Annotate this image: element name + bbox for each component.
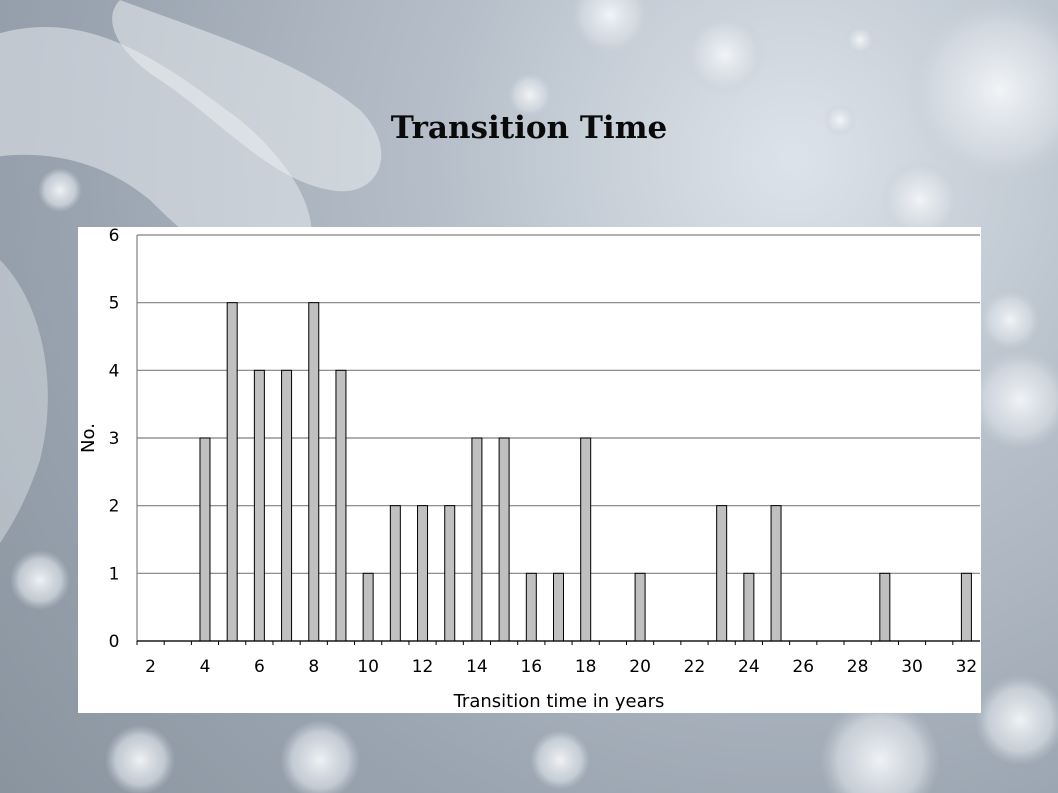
bar — [525, 572, 537, 642]
bar — [716, 505, 728, 642]
y-tick-label: 3 — [109, 429, 120, 449]
x-tick-label: 28 — [847, 657, 869, 677]
bar — [471, 437, 483, 642]
x-tick-label: 18 — [575, 657, 597, 677]
x-tick-label: 24 — [738, 657, 760, 677]
y-tick-label: 0 — [109, 632, 120, 652]
bar — [444, 505, 456, 642]
y-tick-label: 2 — [109, 497, 120, 517]
bar — [634, 572, 646, 642]
x-tick-label: 6 — [254, 657, 265, 677]
x-tick-label: 16 — [520, 657, 542, 677]
x-tick-label: 2 — [145, 657, 156, 677]
y-tick-label: 4 — [109, 361, 120, 381]
x-tick-label: 14 — [466, 657, 488, 677]
bar — [362, 572, 374, 642]
x-tick-label: 32 — [956, 657, 978, 677]
y-tick-label: 6 — [109, 227, 120, 246]
x-axis-title: Transition time in years — [453, 691, 665, 712]
bar — [226, 302, 238, 642]
x-tick-label: 12 — [412, 657, 434, 677]
y-tick-label: 5 — [109, 294, 120, 314]
bar — [199, 437, 211, 642]
bar — [498, 437, 510, 642]
chart-panel: 0 1 2 3 4 5 6 2 4 6 8 10 12 14 16 18 20 22 24 26 28 30 32 Trans… — [78, 227, 981, 713]
x-tick-label: 8 — [308, 657, 319, 677]
bar — [743, 572, 755, 642]
bar — [580, 437, 592, 642]
bar — [308, 302, 320, 642]
bar — [253, 369, 265, 642]
x-tick-label: 10 — [357, 657, 379, 677]
x-tick-label: 30 — [901, 657, 923, 677]
x-tick-label: 20 — [629, 657, 651, 677]
bar — [335, 369, 347, 642]
x-tick-label: 22 — [684, 657, 706, 677]
bar — [281, 369, 293, 642]
bar — [960, 572, 972, 642]
x-tick-label: 26 — [792, 657, 814, 677]
x-tick-label: 4 — [200, 657, 211, 677]
y-tick-label: 1 — [109, 564, 120, 584]
slide-title: Transition Time — [390, 110, 668, 146]
bar — [389, 505, 401, 642]
y-axis-title: No. — [78, 423, 99, 453]
bar — [553, 572, 564, 642]
bar — [417, 505, 429, 642]
bar — [770, 505, 782, 642]
bar — [879, 572, 891, 642]
